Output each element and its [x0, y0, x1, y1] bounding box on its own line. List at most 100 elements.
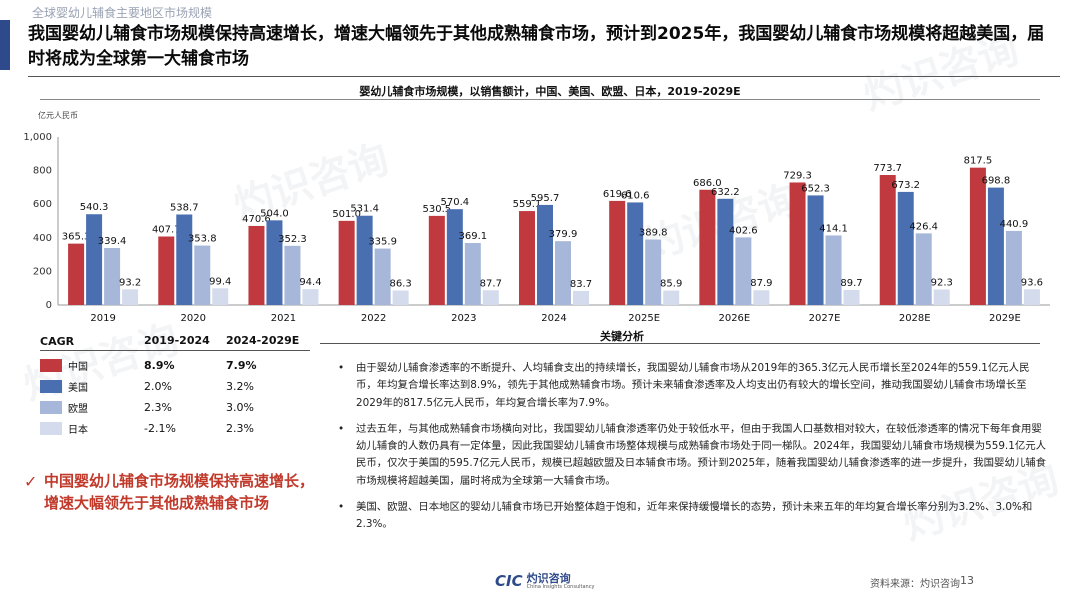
bar-usa — [356, 215, 373, 305]
y-tick-label: 0 — [46, 300, 52, 311]
data-label-eu: 402.6 — [729, 225, 758, 236]
x-tick-label: 2028E — [899, 313, 931, 324]
data-label-usa: 531.4 — [350, 204, 379, 215]
bar-japan — [482, 290, 499, 305]
data-label-japan: 93.6 — [1021, 277, 1043, 288]
bar-eu — [645, 239, 662, 305]
bar-china — [969, 167, 986, 305]
data-label-usa: 570.4 — [440, 197, 469, 208]
data-label-china: 501.0 — [332, 209, 361, 220]
data-label-eu: 426.4 — [909, 221, 938, 232]
bar-japan — [933, 289, 950, 305]
chart-title-divider — [40, 99, 1040, 100]
bar-eu — [284, 245, 301, 305]
data-label-china: 817.5 — [964, 156, 993, 167]
x-tick-label: 2020 — [181, 313, 206, 324]
data-label-china: 365.3 — [62, 232, 91, 243]
cagr-row-eu: 欧盟 2.3% 3.0% — [40, 397, 310, 418]
key-analysis-divider — [320, 343, 1040, 344]
bar-usa — [987, 187, 1004, 305]
cagr-header-period2: 2024-2029E — [226, 334, 300, 347]
data-label-eu: 335.9 — [368, 237, 397, 248]
cagr-value: 7.9% — [226, 359, 257, 372]
x-tick-label: 2025E — [628, 313, 660, 324]
bar-china — [699, 189, 716, 305]
bar-usa — [897, 191, 914, 305]
legend-swatch-eu — [40, 401, 62, 414]
data-label-china: 559.1 — [513, 199, 542, 210]
data-label-china: 619.6 — [603, 189, 632, 200]
bar-eu — [374, 248, 391, 305]
bar-usa — [717, 198, 734, 305]
y-axis-unit: 亿元人民币 — [38, 111, 78, 120]
data-label-eu: 339.4 — [98, 236, 127, 247]
data-label-eu: 369.1 — [458, 231, 487, 242]
data-label-usa: 652.3 — [801, 183, 830, 194]
data-label-japan: 86.3 — [390, 279, 412, 290]
data-label-eu: 389.8 — [639, 228, 668, 239]
cic-logo-en: China Insights Consultancy — [526, 583, 595, 590]
bar-eu — [104, 247, 121, 305]
legend-swatch-usa — [40, 380, 62, 393]
cagr-legend-table: CAGR 2019-2024 2024-2029E 中国 8.9% 7.9% 美… — [40, 334, 310, 439]
bar-eu — [194, 245, 211, 305]
data-label-usa: 610.6 — [621, 190, 650, 201]
data-label-china: 470.6 — [242, 214, 271, 225]
bar-usa — [627, 202, 644, 305]
y-tick-label: 800 — [33, 166, 52, 177]
data-label-eu: 353.8 — [188, 234, 217, 245]
legend-swatch-japan — [40, 422, 62, 435]
market-size-bar-chart: 0 200 400 600 800 1,000 365.3 540.3 339.4 93.2 201… — [23, 132, 1050, 324]
x-tick-label: 2022 — [361, 313, 386, 324]
y-tick-label: 200 — [33, 266, 52, 277]
bar-eu — [915, 233, 932, 305]
x-tick-label: 2029E — [989, 313, 1021, 324]
data-label-usa: 538.7 — [170, 202, 199, 213]
data-label-japan: 83.7 — [570, 279, 592, 290]
title-divider — [28, 76, 1060, 77]
bar-japan — [212, 288, 229, 305]
cagr-row-name: 美国 — [68, 383, 88, 394]
bar-usa — [446, 209, 463, 305]
bar-china — [609, 200, 626, 305]
bar-eu — [825, 235, 842, 305]
cagr-value: 3.2% — [226, 380, 254, 393]
data-label-usa: 595.7 — [531, 193, 560, 204]
data-label-usa: 698.8 — [982, 176, 1011, 187]
bar-usa — [266, 220, 283, 305]
bar-eu — [1005, 230, 1022, 305]
bar-japan — [392, 290, 409, 305]
callout-text: 中国婴幼儿辅食市场规模保持高速增长，增速大幅领先于其他成熟辅食市场 — [44, 472, 315, 512]
cagr-row-usa: 美国 2.0% 3.2% — [40, 376, 310, 397]
bar-japan — [122, 289, 139, 305]
breadcrumb: 全球婴幼儿辅食主要地区市场规模 — [32, 6, 213, 20]
data-label-japan: 94.4 — [299, 277, 321, 288]
cagr-value: 2.3% — [144, 401, 172, 414]
bar-japan — [843, 289, 860, 305]
checkmark-icon: ✓ — [24, 472, 38, 491]
y-tick-label: 1,000 — [23, 132, 52, 143]
chart-title: 婴幼儿辅食市场规模，以销售额计，中国、美国、欧盟、日本，2019-2029E — [359, 85, 741, 98]
data-label-japan: 99.4 — [209, 276, 231, 287]
title-accent-bar — [0, 20, 10, 70]
x-tick-label: 2026E — [718, 313, 750, 324]
bar-china — [879, 175, 896, 305]
bar-japan — [753, 290, 770, 305]
cagr-value: 3.0% — [226, 401, 254, 414]
bullet-item: 美国、欧盟、日本地区的婴幼儿辅食市场已开始整体趋于饱和，近年来保持缓慢增长的态势… — [336, 499, 1048, 534]
bar-usa — [537, 204, 553, 305]
x-tick-label: 2027E — [809, 313, 841, 324]
bar-eu — [735, 237, 752, 305]
data-label-usa: 673.2 — [891, 180, 920, 191]
data-label-eu: 414.1 — [819, 223, 848, 234]
data-label-japan: 87.9 — [750, 278, 772, 289]
bullet-item: 由于婴幼儿辅食渗透率的不断提升、人均辅食支出的持续增长，我国婴幼儿辅食市场从20… — [336, 360, 1048, 412]
legend-swatch-china — [40, 359, 62, 372]
bar-usa — [86, 214, 103, 305]
data-label-china: 686.0 — [693, 178, 722, 189]
cic-logo: CIC 灼识咨询 China Insights Consultancy — [495, 572, 594, 590]
data-label-usa: 632.2 — [711, 187, 740, 198]
source-note: 资料来源：灼识咨询 — [870, 579, 960, 590]
cic-logo-cn: 灼识咨询 — [526, 571, 571, 585]
data-label-china: 530.5 — [422, 204, 451, 215]
